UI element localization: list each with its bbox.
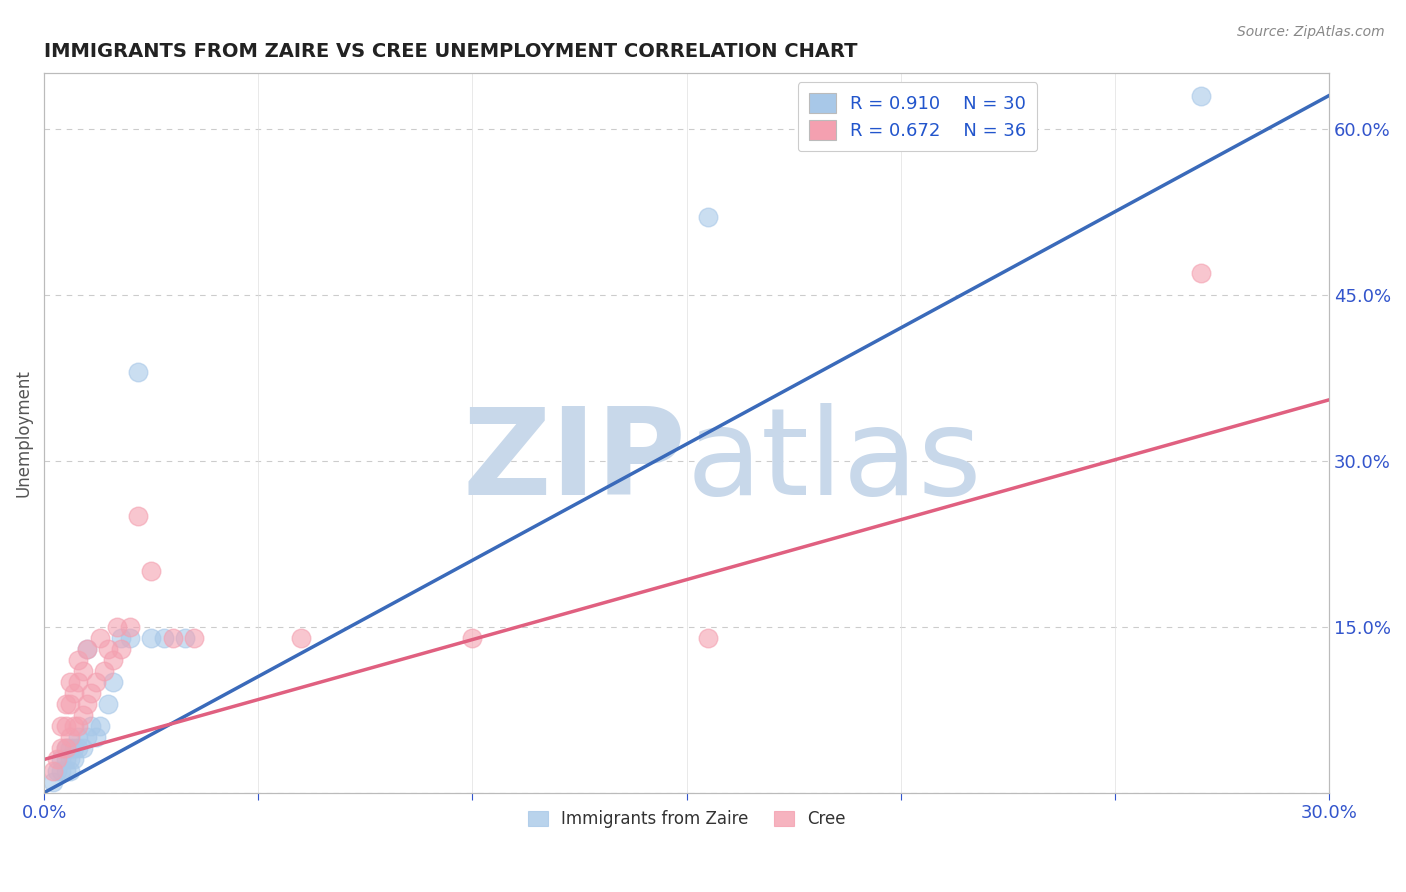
Text: Source: ZipAtlas.com: Source: ZipAtlas.com: [1237, 25, 1385, 39]
Point: [67, 653, 90, 667]
Point: [141, 631, 163, 645]
Point: [118, 620, 141, 634]
Point: [76, 641, 98, 656]
Point: [67, 719, 90, 733]
Point: [72, 708, 94, 723]
Point: [59, 731, 82, 745]
Point: [127, 509, 149, 524]
Point: [59, 697, 82, 711]
Point: [105, 620, 128, 634]
Point: [59, 741, 82, 756]
Point: [84, 675, 107, 690]
Point: [46, 764, 69, 778]
Point: [67, 675, 90, 690]
Point: [67, 741, 90, 756]
Point: [76, 697, 98, 711]
Point: [55, 752, 77, 766]
Point: [72, 741, 94, 756]
Point: [80, 719, 103, 733]
Text: atlas: atlas: [686, 403, 983, 520]
Point: [110, 641, 132, 656]
Point: [59, 764, 82, 778]
Point: [89, 631, 111, 645]
Point: [174, 631, 197, 645]
Point: [59, 675, 82, 690]
Point: [183, 631, 205, 645]
Point: [55, 697, 77, 711]
Point: [118, 631, 141, 645]
Point: [63, 719, 86, 733]
Point: [76, 731, 98, 745]
Point: [697, 211, 720, 225]
Point: [76, 641, 98, 656]
Point: [127, 365, 149, 379]
Point: [1189, 266, 1212, 280]
Point: [51, 741, 73, 756]
Point: [55, 741, 77, 756]
Text: IMMIGRANTS FROM ZAIRE VS CREE UNEMPLOYMENT CORRELATION CHART: IMMIGRANTS FROM ZAIRE VS CREE UNEMPLOYME…: [44, 42, 858, 61]
Point: [101, 675, 124, 690]
Point: [290, 631, 312, 645]
Point: [101, 653, 124, 667]
Point: [80, 686, 103, 700]
Point: [110, 631, 132, 645]
Point: [63, 741, 86, 756]
Point: [59, 752, 82, 766]
Point: [51, 752, 73, 766]
Point: [46, 752, 69, 766]
Point: [72, 664, 94, 678]
Point: [41, 764, 63, 778]
Point: [153, 631, 176, 645]
Point: [55, 719, 77, 733]
Point: [97, 697, 120, 711]
Point: [51, 719, 73, 733]
Point: [55, 764, 77, 778]
Point: [97, 641, 120, 656]
Point: [63, 752, 86, 766]
Text: ZIP: ZIP: [463, 403, 686, 520]
Legend: Immigrants from Zaire, Cree: Immigrants from Zaire, Cree: [522, 804, 852, 835]
Y-axis label: Unemployment: Unemployment: [15, 369, 32, 497]
Point: [1189, 88, 1212, 103]
Point: [55, 741, 77, 756]
Point: [697, 631, 720, 645]
Point: [51, 764, 73, 778]
Point: [84, 731, 107, 745]
Point: [63, 686, 86, 700]
Point: [67, 731, 90, 745]
Point: [162, 631, 184, 645]
Point: [141, 565, 163, 579]
Point: [461, 631, 484, 645]
Point: [93, 664, 115, 678]
Point: [41, 774, 63, 789]
Point: [89, 719, 111, 733]
